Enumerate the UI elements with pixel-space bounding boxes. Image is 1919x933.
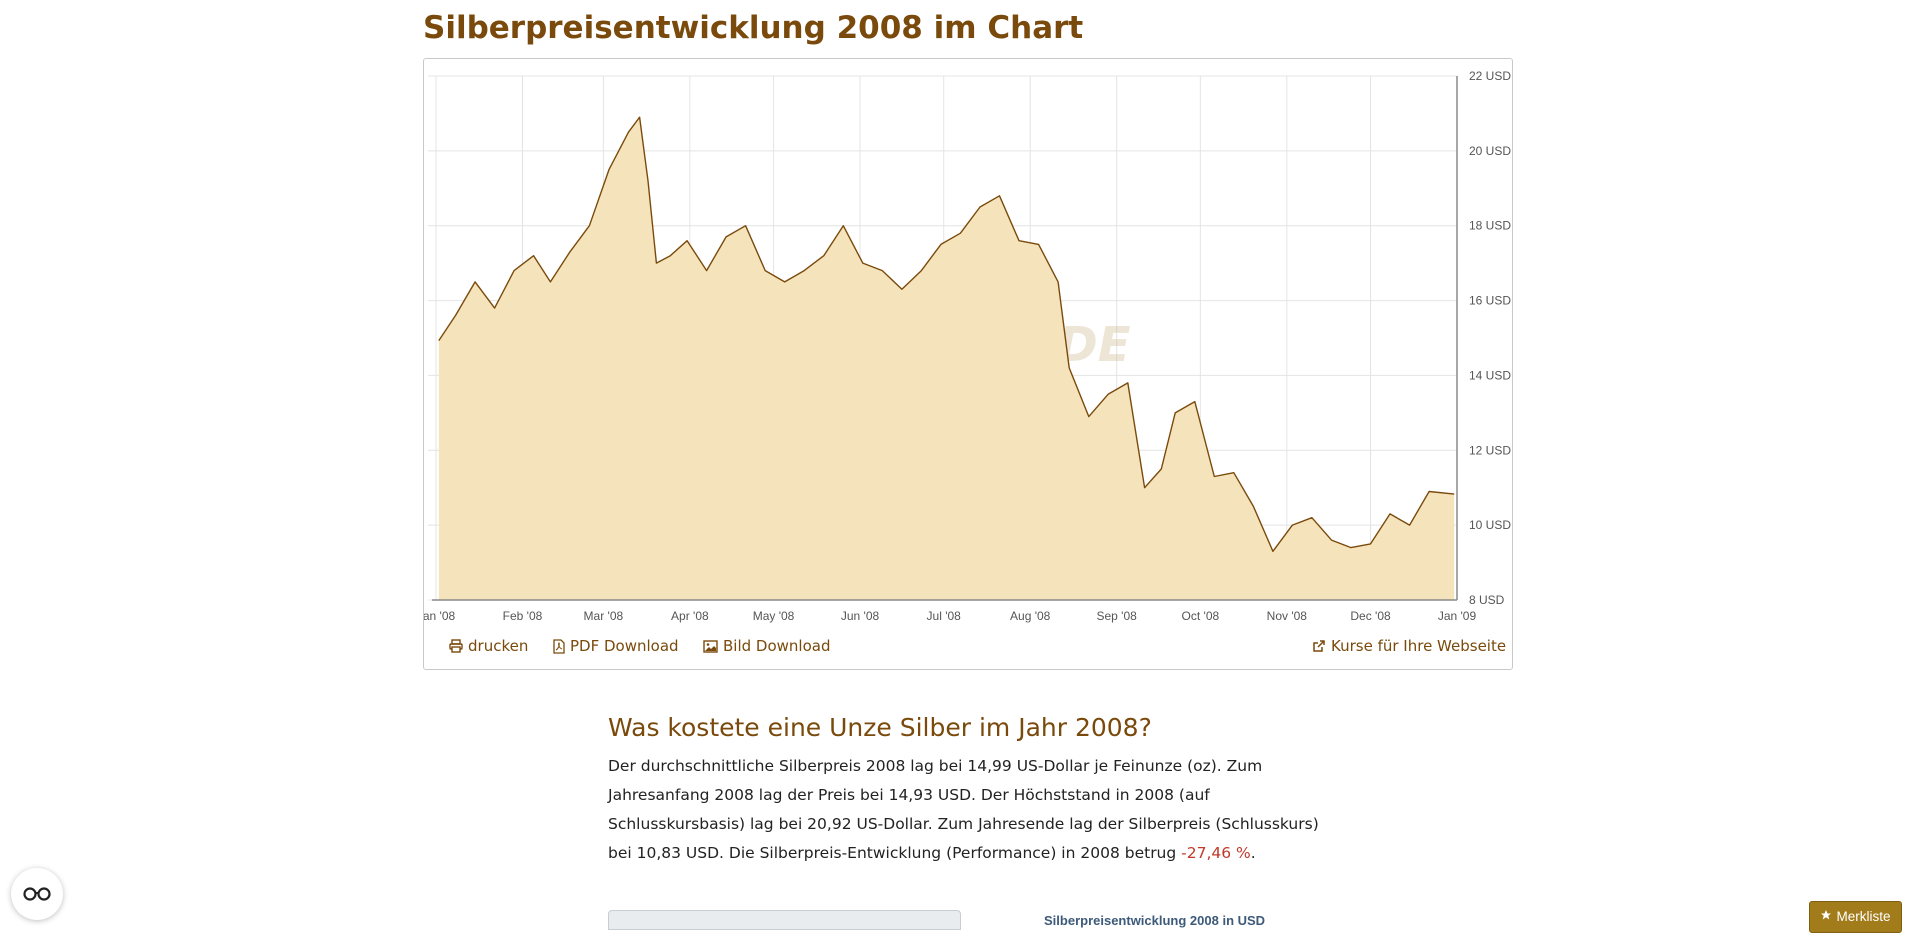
- page-title: Silberpreisentwicklung 2008 im Chart: [423, 10, 1084, 46]
- image-download-label: Bild Download: [723, 637, 831, 655]
- merkliste-button[interactable]: Merkliste: [1809, 901, 1902, 933]
- share-icon: [1313, 640, 1325, 652]
- x-tick-label: Jan '08: [424, 609, 455, 623]
- y-axis-labels: 22 USD 20 USD 18 USD 16 USD 14 USD 12 USD 10 U…: [1469, 69, 1511, 607]
- y-tick-label: 20 USD: [1469, 144, 1511, 158]
- x-tick-label: Sep '08: [1097, 609, 1138, 623]
- x-tick-label: Jul '08: [927, 609, 962, 623]
- file-pdf-icon: [553, 638, 565, 654]
- x-tick-label: Apr '08: [671, 609, 709, 623]
- series-line: [438, 116, 1455, 552]
- section-text-end: .: [1250, 844, 1256, 862]
- y-tick-label: 12 USD: [1469, 443, 1511, 457]
- print-label: drucken: [468, 637, 529, 655]
- section-title: Was kostete eine Unze Silber im Jahr 200…: [608, 713, 1152, 742]
- reader-mode-button[interactable]: [11, 868, 63, 920]
- chart-series: [438, 116, 1455, 600]
- x-tick-label: Jan '09: [1438, 609, 1477, 623]
- y-tick-label: 18 USD: [1469, 219, 1511, 233]
- x-tick-label: Jun '08: [841, 609, 880, 623]
- merkliste-label: Merkliste: [1836, 909, 1891, 924]
- x-tick-label: May '08: [753, 609, 795, 623]
- print-icon: [449, 639, 463, 653]
- y-tick-label: 16 USD: [1469, 294, 1511, 308]
- widget-link[interactable]: Kurse für Ihre Webseite: [1312, 637, 1506, 655]
- x-tick-label: Nov '08: [1267, 609, 1308, 623]
- x-axis-labels: Jan '08 Feb '08 Mar '08 Apr '08 May '08 Jun '…: [424, 609, 1476, 623]
- glasses-icon: [23, 887, 51, 901]
- pdf-download-button[interactable]: PDF Download: [553, 637, 679, 655]
- x-tick-label: Feb '08: [503, 609, 543, 623]
- image-download-button[interactable]: Bild Download: [703, 637, 830, 655]
- series-area: [438, 117, 1455, 600]
- print-button[interactable]: drucken: [449, 637, 528, 655]
- y-tick-label: 10 USD: [1469, 518, 1511, 532]
- y-tick-label: 8 USD: [1469, 593, 1505, 607]
- section-text: Der durchschnittliche Silberpreis 2008 l…: [608, 752, 1328, 868]
- image-icon: [703, 639, 718, 653]
- pdf-download-label: PDF Download: [570, 637, 679, 655]
- y-tick-label: 14 USD: [1469, 368, 1511, 382]
- section-text-main: Der durchschnittliche Silberpreis 2008 l…: [608, 757, 1319, 862]
- x-tick-label: Aug '08: [1010, 609, 1051, 623]
- x-tick-label: Dec '08: [1350, 609, 1391, 623]
- x-tick-label: Oct '08: [1182, 609, 1220, 623]
- chart-actions: drucken PDF Download Bild Download Kurse…: [424, 637, 1512, 667]
- performance-value: -27,46 %: [1181, 844, 1251, 862]
- widget-label: Kurse für Ihre Webseite: [1331, 637, 1507, 655]
- price-table-header: [608, 910, 961, 930]
- star-icon: [1821, 910, 1832, 920]
- y-tick-label: 22 USD: [1469, 69, 1511, 83]
- x-tick-label: Mar '08: [584, 609, 624, 623]
